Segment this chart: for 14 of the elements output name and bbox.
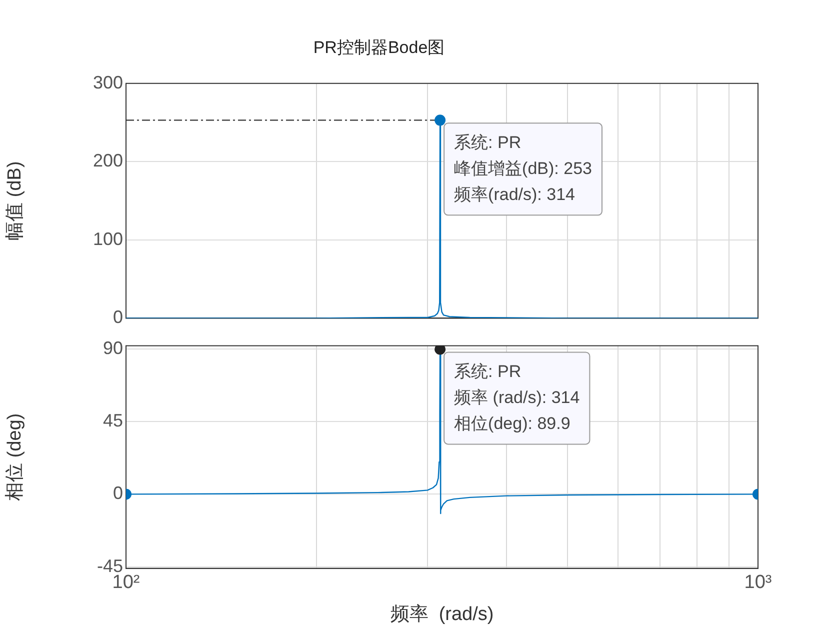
y-tick-label: 90 xyxy=(102,338,123,358)
y-tick-label: 0 xyxy=(112,307,123,328)
y-axis-title: 相位 (deg) xyxy=(4,413,26,501)
x-tick-label: 10³ xyxy=(744,572,772,594)
y-tick-label: 0 xyxy=(112,483,123,504)
annotation: 系统: PR 频率 (rad/s): 314 相位(deg): 89.9 xyxy=(454,362,580,433)
annotation: 系统: PR 峰值增益(dB): 253 频率(rad/s): 314 xyxy=(454,132,592,204)
y-tick-label: 200 xyxy=(92,150,123,171)
y-tick-label: 300 xyxy=(92,72,123,92)
x-axis-title: 频率 (rad/s) xyxy=(390,602,494,625)
y-tick-label: 100 xyxy=(92,228,123,249)
y-axis-title: 幅值 (dB) xyxy=(4,161,26,240)
y-tick-label: 45 xyxy=(102,410,123,431)
chart-title: PR控制器Bode图 xyxy=(313,38,445,57)
